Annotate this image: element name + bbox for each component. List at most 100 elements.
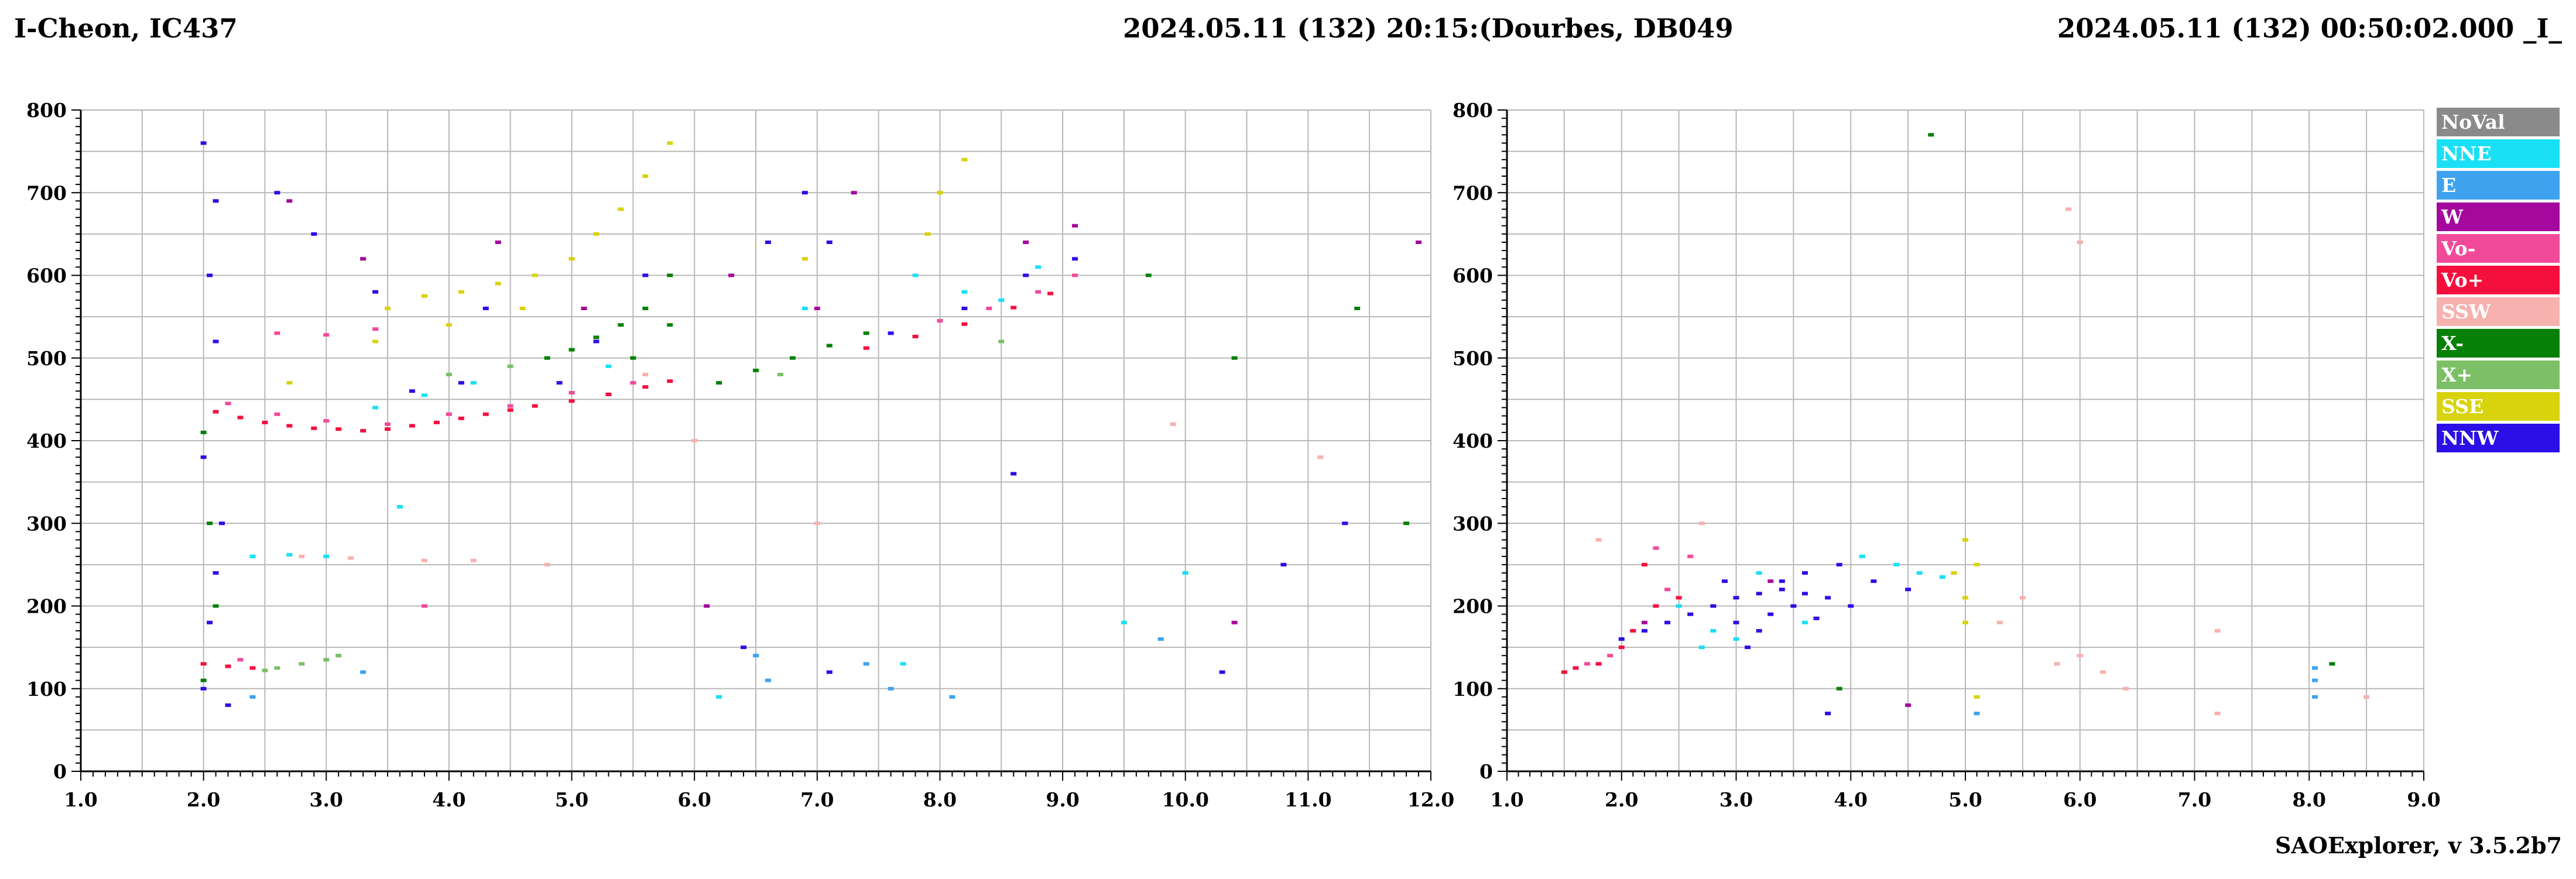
x-tick-label: 9.0 bbox=[1046, 788, 1079, 811]
x-tick-label: 9.0 bbox=[2407, 788, 2440, 811]
data-point bbox=[1871, 579, 1877, 583]
data-point bbox=[765, 241, 771, 244]
data-point bbox=[409, 424, 416, 428]
data-point bbox=[568, 399, 575, 403]
data-point bbox=[826, 344, 833, 348]
data-point bbox=[200, 678, 207, 682]
data-point bbox=[372, 339, 379, 344]
data-point bbox=[213, 339, 219, 344]
data-point bbox=[642, 273, 649, 277]
data-point bbox=[863, 331, 869, 335]
data-point bbox=[274, 666, 280, 670]
data-point bbox=[1035, 290, 1042, 294]
data-point bbox=[630, 356, 636, 360]
data-point bbox=[200, 662, 207, 666]
y-tick-label: 200 bbox=[26, 595, 67, 618]
data-point bbox=[605, 392, 612, 396]
data-point bbox=[998, 298, 1005, 302]
data-point bbox=[691, 439, 698, 442]
data-point bbox=[458, 381, 464, 385]
data-point bbox=[912, 335, 919, 339]
data-point bbox=[1710, 604, 1717, 608]
data-point bbox=[1403, 521, 1410, 526]
x-tick-label: 12.0 bbox=[1407, 788, 1454, 811]
data-point bbox=[667, 323, 673, 327]
data-point bbox=[1974, 562, 1980, 566]
data-point bbox=[1905, 588, 1912, 592]
data-point bbox=[1974, 712, 1980, 716]
y-tick-label: 300 bbox=[26, 512, 67, 535]
data-point bbox=[753, 654, 759, 658]
data-point bbox=[912, 273, 919, 277]
data-point bbox=[961, 322, 968, 326]
data-point bbox=[213, 410, 219, 414]
data-point bbox=[1698, 645, 1705, 650]
data-point bbox=[207, 521, 213, 526]
data-point bbox=[360, 670, 366, 674]
data-point bbox=[1641, 629, 1647, 633]
data-point bbox=[1630, 629, 1636, 633]
data-point bbox=[986, 307, 992, 310]
data-point bbox=[961, 307, 968, 310]
legend-item-e: E bbox=[2437, 171, 2560, 200]
data-point bbox=[2077, 241, 2083, 244]
data-point bbox=[2077, 654, 2083, 658]
y-tick-label: 600 bbox=[1453, 265, 1493, 287]
station-title: I-Cheon, IC437 bbox=[14, 13, 238, 44]
data-point bbox=[1996, 620, 2003, 624]
data-point bbox=[458, 416, 464, 420]
data-point bbox=[937, 191, 943, 195]
data-point bbox=[1756, 592, 1762, 596]
data-point bbox=[667, 141, 673, 145]
data-point bbox=[237, 658, 244, 662]
data-point bbox=[446, 323, 452, 327]
data-point bbox=[249, 554, 256, 558]
data-point bbox=[593, 339, 600, 344]
data-point bbox=[286, 424, 293, 428]
data-point bbox=[581, 307, 587, 310]
data-point bbox=[532, 404, 538, 408]
left-series-5 bbox=[249, 265, 1188, 699]
data-point bbox=[446, 373, 452, 376]
data-point bbox=[1664, 620, 1671, 624]
legend-item-ssw: SSW bbox=[2437, 297, 2560, 326]
data-point bbox=[507, 404, 513, 408]
data-point bbox=[1767, 579, 1774, 583]
data-point bbox=[1939, 575, 1945, 579]
data-point bbox=[949, 695, 955, 699]
left-series-1 bbox=[225, 273, 1078, 662]
data-point bbox=[2312, 695, 2318, 699]
data-point bbox=[2214, 712, 2221, 716]
data-point bbox=[1779, 588, 1785, 592]
left-series-4 bbox=[200, 273, 1410, 682]
data-point bbox=[1733, 620, 1739, 624]
data-point bbox=[1072, 257, 1078, 261]
data-point bbox=[1010, 472, 1017, 476]
data-point bbox=[1182, 571, 1188, 575]
data-point bbox=[998, 339, 1005, 344]
data-point bbox=[556, 381, 563, 385]
right-series-5 bbox=[1951, 538, 1980, 699]
reference-station-title: 2024.05.11 (132) 20:15:(Dourbes, DB049 bbox=[1123, 13, 1734, 44]
left-series-3 bbox=[286, 141, 968, 385]
data-point bbox=[568, 348, 575, 352]
data-point bbox=[1653, 604, 1659, 608]
data-point bbox=[1848, 604, 1854, 608]
data-point bbox=[1905, 703, 1912, 707]
data-point bbox=[937, 319, 943, 323]
data-point bbox=[421, 294, 427, 298]
legend-item-sse: SSE bbox=[2437, 392, 2560, 421]
data-point bbox=[1231, 620, 1238, 624]
data-point bbox=[1607, 654, 1614, 658]
data-point bbox=[1354, 307, 1361, 310]
y-tick-label: 600 bbox=[26, 265, 67, 287]
data-point bbox=[568, 257, 575, 261]
legend-item-vo: Vo- bbox=[2437, 234, 2560, 263]
data-point bbox=[593, 335, 600, 339]
y-tick-label: 500 bbox=[1453, 347, 1493, 370]
data-point bbox=[323, 419, 330, 423]
data-point bbox=[311, 232, 317, 236]
data-point bbox=[2312, 666, 2318, 670]
data-point bbox=[482, 307, 489, 310]
data-point bbox=[237, 416, 244, 420]
